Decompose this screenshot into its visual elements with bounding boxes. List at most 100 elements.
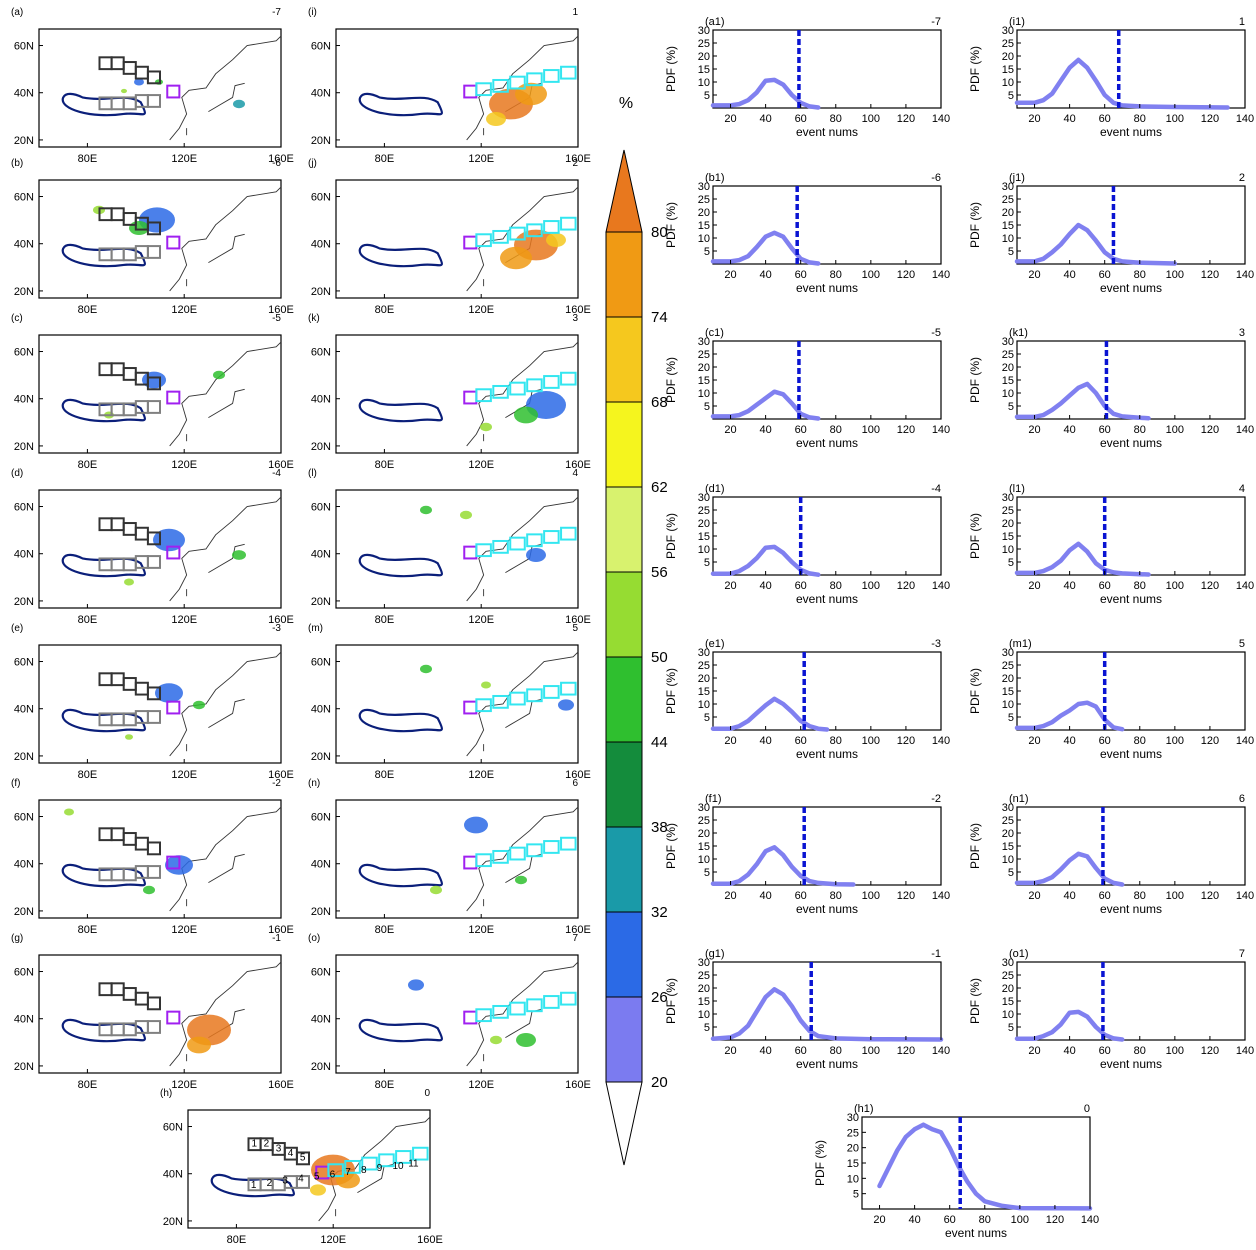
coastline (466, 651, 579, 757)
x-tick-label: 20 (724, 735, 736, 747)
x-tick-label: 80 (830, 890, 842, 902)
lon-tick-label: 120E (171, 924, 197, 936)
x-tick-label: 60 (1099, 1045, 1111, 1057)
upper-box (146, 531, 162, 546)
box-number: 5 (314, 1171, 320, 1182)
x-tick-label: 20 (1028, 424, 1040, 436)
colorbar-level-label: 68 (651, 394, 668, 411)
panel-label: (d1) (705, 483, 725, 495)
y-tick-label: 10 (1002, 544, 1014, 556)
lon-tick-label: 80E (78, 614, 98, 626)
pdf-line (1014, 222, 1178, 266)
x-tick-label: 60 (1099, 424, 1111, 436)
y-tick-label: 30 (698, 492, 710, 504)
y-axis-label: PDF (%) (968, 357, 982, 403)
x-tick-label: 80 (1134, 735, 1146, 747)
lon-tick-label: 160E (565, 153, 591, 165)
panel-label: (k1) (1009, 327, 1028, 339)
x-tick-label: 20 (724, 424, 736, 436)
x-axis-label: event nums (796, 125, 858, 139)
x-tick-label: 100 (1166, 269, 1184, 281)
map-frame (335, 489, 579, 609)
lat-tick-label: 60N (14, 192, 34, 204)
x-tick-label: 20 (1028, 1045, 1040, 1057)
coastline (318, 1116, 431, 1222)
frequency-patch (500, 246, 532, 270)
map-panel: 60N 40N 20N 80E 120E 160E (d) -4 (11, 468, 294, 626)
downstream-box (509, 226, 526, 241)
japan-coast (208, 82, 245, 112)
downstream-box (475, 82, 492, 97)
colorbar-cell (605, 656, 643, 743)
x-tick-label: 60 (795, 269, 807, 281)
y-tick-label: 10 (1002, 233, 1014, 245)
panel-day: 4 (572, 468, 578, 479)
x-tick-label: 140 (932, 424, 950, 436)
downstream-box (492, 1004, 509, 1019)
y-tick-label: 10 (1002, 854, 1014, 866)
target-box (166, 700, 181, 715)
box-number: 1 (252, 1139, 258, 1150)
coastline (466, 35, 579, 141)
x-tick-label: 40 (1063, 424, 1075, 436)
pdf-line (710, 845, 856, 887)
frequency-patch (233, 99, 245, 109)
upper-box (146, 686, 162, 701)
y-tick-label: 25 (1002, 505, 1014, 517)
plateau-contour (358, 863, 443, 888)
lon-tick-label: 80E (375, 459, 395, 471)
lower-box (146, 1020, 162, 1034)
panel-day: -6 (272, 158, 281, 169)
x-tick-label: 120 (897, 735, 915, 747)
coastline (169, 35, 282, 141)
panel-label: (e) (11, 623, 23, 634)
map-frame (38, 179, 282, 299)
y-axis-label: PDF (%) (664, 513, 678, 559)
x-tick-label: 40 (908, 1214, 920, 1226)
x-tick-label: 40 (1063, 890, 1075, 902)
y-tick-label: 30 (698, 336, 710, 348)
x-tick-label: 60 (1099, 269, 1111, 281)
x-tick-label: 120 (1046, 1214, 1064, 1226)
x-tick-label: 40 (1063, 113, 1075, 125)
downstream-box (378, 1153, 395, 1168)
panel-day: 0 (424, 1088, 430, 1099)
downstream-box (509, 75, 526, 90)
y-tick-label: 30 (1002, 647, 1014, 659)
downstream-box (492, 384, 509, 399)
y-tick-label: 25 (1002, 660, 1014, 672)
map-frame (38, 28, 282, 148)
panel-day: 2 (572, 158, 578, 169)
frequency-patch (486, 112, 506, 126)
y-tick-label: 20 (698, 983, 710, 995)
lat-tick-label: 40N (163, 1169, 183, 1181)
y-tick-label: 15 (698, 64, 710, 76)
downstream-box (560, 836, 577, 851)
y-tick-label: 10 (698, 77, 710, 89)
plateau-contour (61, 863, 146, 888)
y-tick-label: 15 (698, 686, 710, 698)
x-tick-label: 100 (862, 890, 880, 902)
x-axis-label: event nums (1100, 436, 1162, 450)
lat-tick-label: 60N (14, 502, 34, 514)
downstream-box (543, 840, 560, 854)
x-tick-label: 140 (1236, 580, 1254, 592)
pdf-frame (1016, 961, 1246, 1041)
coastline (169, 341, 282, 447)
japan-coast (208, 698, 245, 728)
frequency-patch (125, 734, 133, 740)
lon-tick-label: 160E (565, 1079, 591, 1091)
colorbar-cell (605, 316, 643, 403)
y-tick-label: 30 (698, 647, 710, 659)
y-tick-label: 20 (698, 518, 710, 530)
y-tick-label: 10 (698, 699, 710, 711)
x-tick-label: 80 (830, 580, 842, 592)
panel-label: (a) (11, 7, 23, 18)
panel-day: -4 (931, 483, 941, 495)
y-tick-label: 5 (1008, 712, 1014, 724)
lon-tick-label: 160E (565, 304, 591, 316)
lat-tick-label: 20N (311, 135, 331, 147)
y-tick-label: 30 (698, 181, 710, 193)
lat-tick-label: 60N (14, 657, 34, 669)
